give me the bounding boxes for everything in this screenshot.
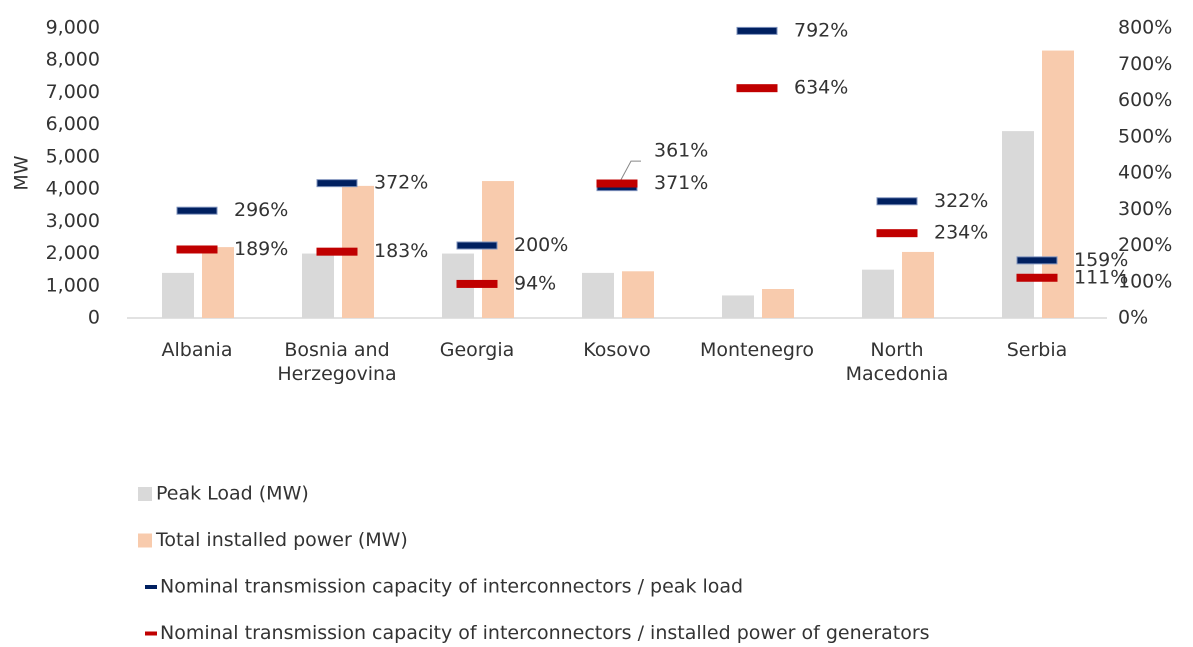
bar	[162, 272, 194, 318]
legend-label: Total installed power (MW)	[155, 529, 408, 551]
data-label: 159%	[1074, 249, 1128, 271]
marker	[736, 26, 778, 35]
marker	[316, 179, 358, 188]
marker	[456, 241, 498, 250]
legend-swatch	[145, 631, 157, 636]
marker	[736, 84, 778, 93]
x-tick-label: Albania	[161, 339, 233, 361]
bar	[862, 269, 894, 318]
data-label: 372%	[374, 172, 428, 194]
marker	[176, 206, 218, 215]
marker	[316, 247, 358, 256]
x-tick-label: Montenegro	[699, 339, 814, 361]
marker	[176, 245, 218, 254]
legend-swatch	[145, 585, 157, 589]
marker	[456, 279, 498, 288]
legend-label: Nominal transmission capacity of interco…	[160, 622, 930, 644]
y2-tick-label: 0%	[1118, 307, 1148, 329]
y-tick-label: 1,000	[46, 274, 100, 296]
legend-swatch	[138, 487, 152, 501]
data-label: 792%	[794, 19, 848, 41]
y-tick-label: 9,000	[46, 17, 100, 39]
data-label: 200%	[514, 234, 568, 256]
bar	[482, 181, 514, 318]
bar	[722, 295, 754, 318]
bar	[202, 247, 234, 318]
x-tick-label: Bosnia and Herzegovina	[277, 339, 397, 385]
leader-line	[616, 160, 641, 188]
marker	[876, 229, 918, 238]
bar	[302, 253, 334, 318]
y2-tick-label: 500%	[1118, 125, 1172, 147]
bar	[902, 251, 934, 318]
data-label: 94%	[514, 272, 556, 294]
y-tick-label: 4,000	[46, 178, 100, 200]
y2-tick-label: 100%	[1118, 270, 1172, 292]
data-label: 234%	[934, 222, 988, 244]
y-tick-label: 5,000	[46, 145, 100, 167]
bar	[622, 271, 654, 318]
legend-label: Nominal transmission capacity of interco…	[160, 576, 743, 598]
y2-tick-label: 800%	[1118, 17, 1172, 39]
data-label: 634%	[794, 77, 848, 99]
data-label: 183%	[374, 240, 428, 262]
x-tick-label: Serbia	[1006, 339, 1068, 361]
y2-tick-label: 600%	[1118, 89, 1172, 111]
data-label: 322%	[934, 190, 988, 212]
bar	[1042, 50, 1074, 319]
bar	[1002, 131, 1034, 318]
data-label: 371%	[654, 172, 708, 194]
y-tick-label: 8,000	[46, 49, 100, 71]
x-tick-label: North Macedonia	[845, 339, 949, 385]
y2-tick-label: 300%	[1118, 198, 1172, 220]
marker	[1016, 273, 1058, 282]
y-tick-label: 0	[88, 307, 100, 329]
y-tick-label: 7,000	[46, 81, 100, 103]
data-label: 296%	[234, 199, 288, 221]
y-tick-label: 6,000	[46, 113, 100, 135]
legend-swatch	[138, 533, 152, 548]
y-tick-label: 2,000	[46, 242, 100, 264]
data-label: 361%	[654, 140, 708, 162]
marker	[1016, 256, 1058, 265]
y2-tick-label: 700%	[1118, 53, 1172, 75]
y-axis-label: MW	[11, 155, 33, 190]
y2-tick-label: 200%	[1118, 234, 1172, 256]
y2-tick-label: 400%	[1118, 162, 1172, 184]
marker	[876, 197, 918, 206]
y-tick-label: 3,000	[46, 210, 100, 232]
legend-label: Peak Load (MW)	[156, 483, 309, 505]
data-label: 189%	[234, 238, 288, 260]
marker	[596, 179, 638, 188]
bar	[762, 289, 794, 318]
bar	[582, 272, 614, 318]
data-label: 111%	[1074, 266, 1128, 288]
x-tick-label: Georgia	[439, 339, 515, 361]
x-tick-label: Kosovo	[583, 339, 651, 361]
